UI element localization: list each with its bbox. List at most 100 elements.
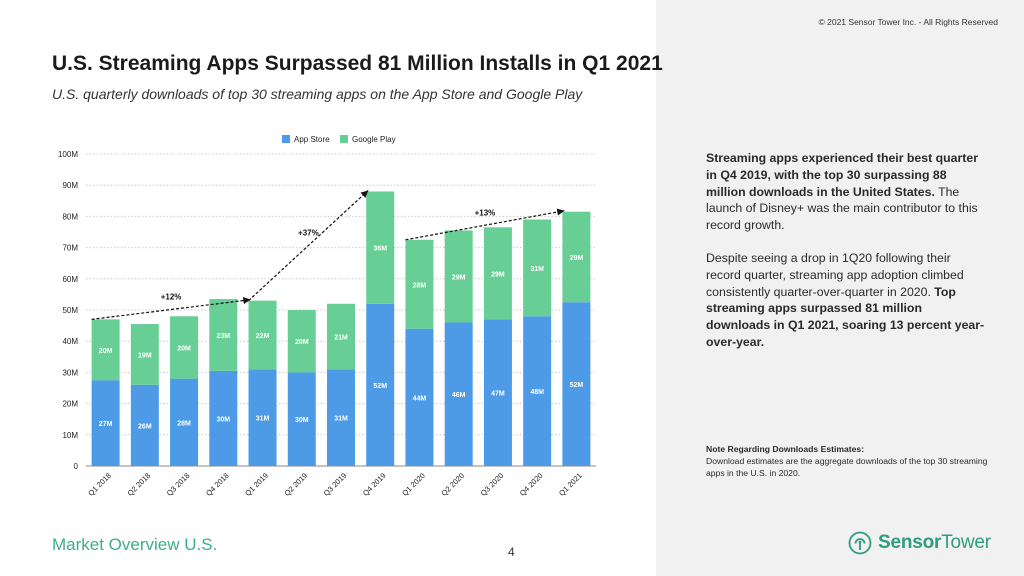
data-label-google-play: 20M — [295, 339, 309, 346]
estimates-note: Note Regarding Downloads Estimates: Down… — [706, 443, 996, 479]
data-label-google-play: 22M — [256, 333, 270, 340]
data-label-app-store: 46M — [452, 392, 466, 399]
data-label-app-store: 31M — [256, 416, 270, 423]
growth-annotation-label: +12% — [161, 293, 182, 302]
growth-trend-arrow — [405, 208, 565, 241]
bar-app-store — [483, 319, 512, 466]
data-label-google-play: 28M — [413, 282, 427, 289]
x-tick-label: Q4 2020 — [518, 471, 545, 498]
x-tick-label: Q4 2018 — [204, 471, 231, 498]
x-tick-label: Q4 2019 — [361, 471, 388, 498]
commentary-paragraph-1: Streaming apps experienced their best qu… — [706, 150, 986, 234]
bar-google-play — [170, 316, 199, 379]
y-tick-label: 60M — [62, 275, 78, 284]
growth-annotation-label: +13% — [475, 208, 496, 217]
y-tick-label: 80M — [62, 212, 78, 221]
bar-app-store — [327, 369, 355, 466]
x-tick-label: Q2 2018 — [126, 471, 153, 498]
y-tick-label: 100M — [58, 150, 78, 159]
bar-google-play — [91, 319, 120, 381]
x-tick-label: Q1 2019 — [243, 471, 270, 498]
y-tick-label: 30M — [62, 368, 78, 377]
data-label-google-play: 21M — [334, 335, 348, 342]
bar-app-store — [366, 303, 395, 466]
y-tick-label: 0 — [74, 462, 79, 471]
data-label-google-play: 29M — [491, 271, 505, 278]
bar-app-store — [248, 369, 277, 466]
y-tick-label: 10M — [62, 431, 78, 440]
bar-app-store — [130, 384, 159, 466]
data-label-app-store: 52M — [373, 383, 387, 390]
bar-app-store — [209, 370, 238, 466]
sensor-tower-logo-text: SensorTower — [878, 532, 991, 554]
legend-label: App Store — [294, 135, 330, 144]
bar-google-play — [562, 211, 591, 303]
data-label-google-play: 31M — [530, 266, 544, 273]
bar-google-play — [483, 227, 512, 320]
x-tick-label: Q2 2020 — [439, 471, 466, 498]
x-tick-label: Q2 2019 — [282, 471, 309, 498]
data-label-google-play: 19M — [138, 352, 152, 359]
data-label-app-store: 31M — [334, 416, 348, 423]
bar-google-play — [130, 324, 159, 385]
growth-trend-arrow — [91, 296, 251, 320]
bar-google-play — [405, 239, 434, 329]
bar-google-play — [248, 300, 277, 370]
page-number: 4 — [508, 545, 515, 559]
commentary-p1-bold: Streaming apps experienced their best qu… — [706, 151, 978, 199]
y-tick-label: 90M — [62, 181, 78, 190]
growth-annotation-label: +37% — [298, 229, 319, 238]
data-label-app-store: 28M — [177, 420, 191, 427]
legend-label: Google Play — [352, 135, 396, 144]
commentary-p2-plain: Despite seeing a drop in 1Q20 following … — [706, 250, 964, 299]
commentary-text: Streaming apps experienced their best qu… — [706, 150, 986, 367]
y-tick-label: 40M — [62, 337, 78, 346]
commentary-paragraph-2: Despite seeing a drop in 1Q20 following … — [706, 250, 986, 351]
slide-subtitle: U.S. quarterly downloads of top 30 strea… — [52, 86, 583, 102]
data-label-app-store: 52M — [570, 382, 584, 389]
bar-app-store — [91, 380, 120, 466]
y-tick-label: 20M — [62, 400, 78, 409]
data-label-google-play: 20M — [177, 345, 191, 352]
sensor-tower-logo-icon — [848, 531, 872, 555]
data-label-google-play: 29M — [570, 255, 584, 262]
x-tick-label: Q1 2021 — [557, 471, 584, 498]
x-tick-label: Q3 2019 — [322, 471, 349, 498]
data-label-app-store: 48M — [530, 389, 544, 396]
commentary-p2-bold: Top streaming apps surpassed 81 million … — [706, 284, 985, 349]
x-tick-label: Q1 2020 — [400, 471, 427, 498]
bar-app-store — [444, 322, 473, 466]
data-label-app-store: 30M — [295, 417, 309, 424]
bar-app-store — [287, 372, 316, 466]
sensor-tower-logo: SensorTower — [848, 531, 991, 555]
bar-google-play — [523, 219, 552, 317]
bar-app-store — [405, 328, 434, 466]
data-label-google-play: 36M — [373, 246, 387, 253]
legend-swatch — [282, 135, 290, 143]
note-title: Note Regarding Downloads Estimates: — [706, 444, 865, 454]
slide-title: U.S. Streaming Apps Surpassed 81 Million… — [52, 52, 663, 75]
commentary-p1-rest: The launch of Disney+ was the main contr… — [706, 184, 978, 233]
data-label-app-store: 26M — [138, 423, 152, 430]
logo-text-tower: Tower — [941, 532, 991, 553]
note-text: Download estimates are the aggregate dow… — [706, 456, 988, 478]
bar-app-store — [170, 378, 199, 466]
x-tick-label: Q3 2020 — [479, 471, 506, 498]
data-label-google-play: 20M — [99, 348, 113, 355]
data-label-google-play: 29M — [452, 274, 466, 281]
data-label-app-store: 30M — [216, 416, 230, 423]
copyright-text: © 2021 Sensor Tower Inc. - All Rights Re… — [818, 17, 999, 27]
bar-app-store — [523, 316, 552, 466]
logo-text-sensor: Sensor — [878, 532, 942, 553]
slide-sidebar-panel — [656, 0, 1024, 576]
bar-app-store — [562, 302, 591, 466]
data-label-app-store: 27M — [99, 421, 113, 428]
bar-google-play — [287, 310, 316, 373]
data-label-app-store: 47M — [491, 391, 505, 398]
data-label-google-play: 23M — [216, 333, 230, 340]
bar-google-play — [327, 303, 355, 370]
legend-swatch — [340, 135, 348, 143]
bar-google-play — [366, 191, 395, 304]
growth-trend-arrow — [248, 189, 369, 302]
bar-google-play — [444, 230, 473, 323]
